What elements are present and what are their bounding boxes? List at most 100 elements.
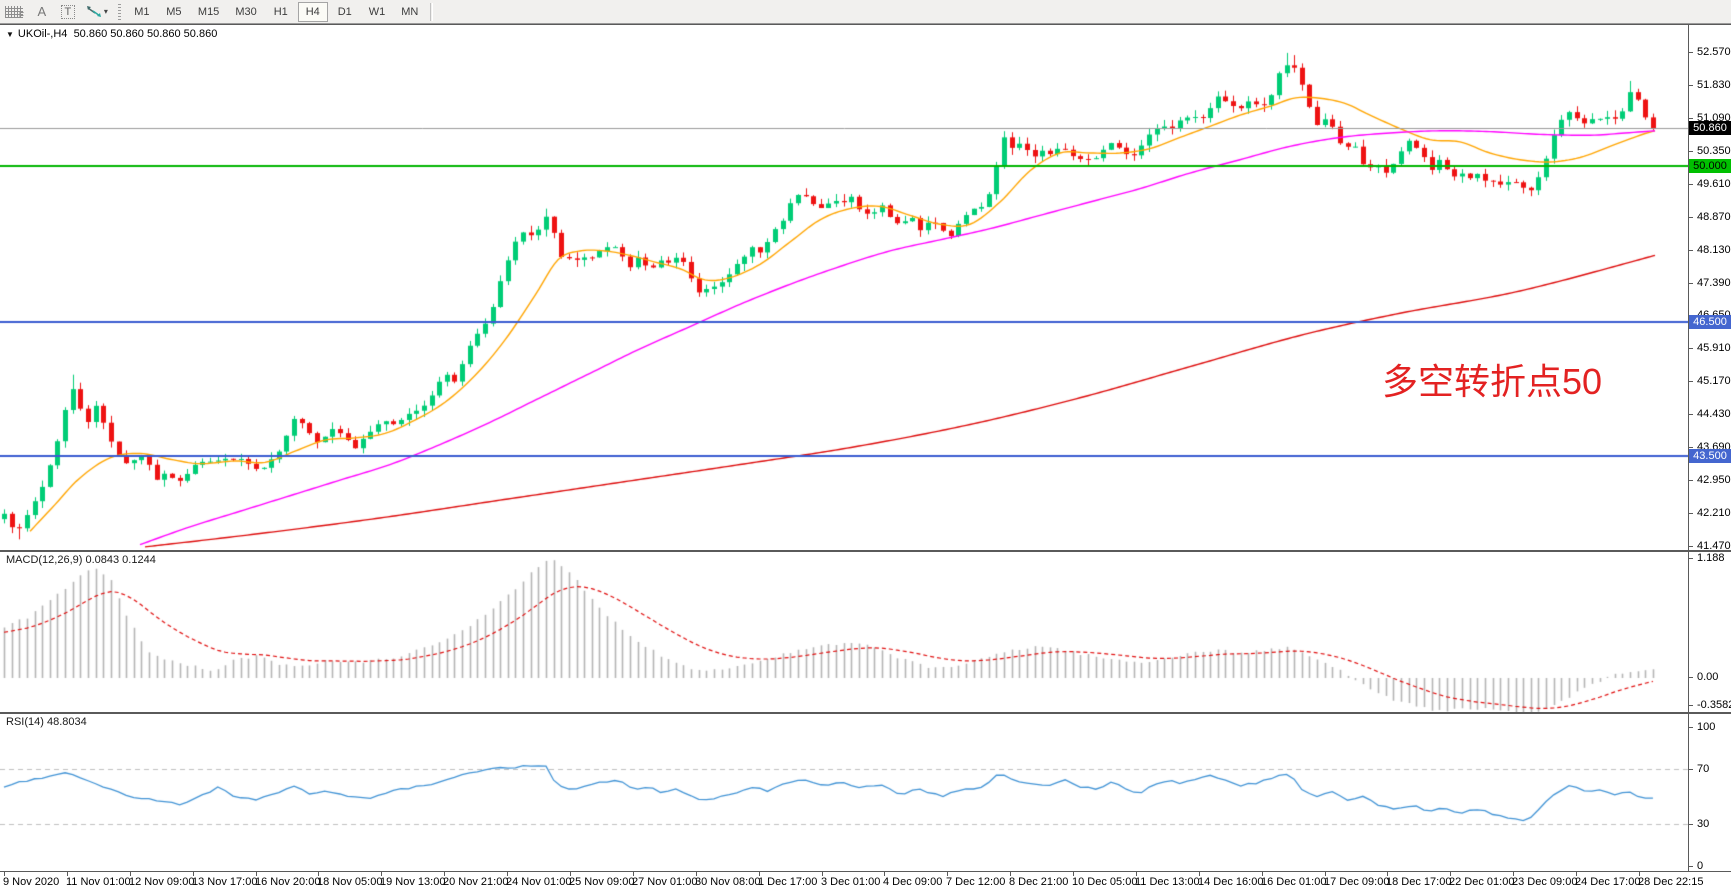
toolbar-separator (430, 2, 434, 21)
price-tick-label: 45.910 (1697, 342, 1731, 354)
time-axis-label: 24 Dec 17:00 (1575, 876, 1641, 888)
toolbar-grip[interactable] (117, 3, 121, 20)
timeframe-button-MN[interactable]: MN (401, 5, 419, 18)
price-tick-mark (1689, 414, 1693, 415)
time-tick-mark (1387, 872, 1388, 876)
macd-canvas[interactable] (0, 552, 1689, 712)
macd-tick-label: -0.3582 (1697, 699, 1731, 711)
price-tick-label: 52.570 (1697, 46, 1731, 58)
time-tick-mark (318, 872, 319, 876)
price-tick-mark (1689, 85, 1693, 86)
macd-tick-mark (1689, 705, 1693, 706)
chart-title: ▼ UKOil-,H4 50.860 50.860 50.860 50.860 (6, 28, 217, 40)
time-tick-mark (947, 872, 948, 876)
timeframe-button-M15[interactable]: M15 (197, 5, 220, 18)
time-tick-mark (4, 872, 5, 876)
price-tick-mark (1689, 151, 1693, 152)
time-axis-label: 22 Dec 01:00 (1449, 876, 1515, 888)
price-tick-mark (1689, 348, 1693, 349)
price-level-badge: 50.000 (1689, 159, 1731, 173)
timeframe-button-D1[interactable]: D1 (337, 5, 352, 18)
time-tick-mark (1513, 872, 1514, 876)
rsi-tick-mark (1689, 727, 1693, 728)
time-axis-label: 11 Nov 01:00 (66, 876, 131, 888)
timeframe-button-W1[interactable]: W1 (368, 5, 386, 18)
time-axis-label: 27 Nov 01:00 (632, 876, 698, 888)
time-axis-label: 1 Dec 17:00 (758, 876, 818, 888)
time-axis-label: 16 Dec 01:00 (1261, 876, 1327, 888)
time-tick-mark (759, 872, 760, 876)
timeframe-button-H4[interactable]: H4 (297, 1, 328, 22)
price-tick-label: 50.350 (1697, 145, 1731, 157)
text-box-tool-button[interactable]: T (56, 2, 80, 22)
rsi-tick-label: 70 (1697, 763, 1710, 775)
price-chart-canvas[interactable] (0, 25, 1689, 550)
timeframe-button-M30[interactable]: M30 (235, 5, 257, 18)
rsi-value: 48.8034 (46, 716, 87, 728)
rsi-tick-label: 0 (1697, 860, 1704, 872)
time-tick-mark (1639, 872, 1640, 876)
price-tick-label: 45.170 (1697, 375, 1731, 387)
text-label-tool-button[interactable]: A (37, 4, 47, 19)
arrow-objects-tool-button[interactable]: ▾ (82, 2, 112, 22)
price-tick-label: 48.870 (1697, 211, 1731, 223)
time-axis-label: 25 Nov 09:00 (569, 876, 635, 888)
time-axis-label: 28 Dec 22:15 (1638, 876, 1704, 888)
timeframe-button-H1[interactable]: H1 (273, 5, 288, 18)
chart-collapse-icon[interactable]: ▼ (6, 30, 14, 39)
price-tick-mark (1689, 217, 1693, 218)
text-box-icon: T (60, 4, 76, 19)
price-tick-label: 47.390 (1697, 277, 1731, 289)
timeframe-button-M5[interactable]: M5 (166, 5, 182, 18)
time-tick-mark (507, 872, 508, 876)
time-axis-label: 8 Dec 21:00 (1009, 876, 1069, 888)
price-tick-label: 51.830 (1697, 79, 1731, 91)
text-annotation[interactable]: 多空转折点50 (1382, 361, 1603, 402)
rsi-tick-label: 100 (1697, 721, 1716, 733)
timeframe-button-M1[interactable]: M1 (134, 5, 150, 18)
time-tick-mark (1136, 872, 1137, 876)
price-tick-mark (1689, 546, 1693, 547)
time-tick-mark (1262, 872, 1263, 876)
time-axis-label: 23 Dec 09:00 (1512, 876, 1578, 888)
price-chart-panel: ▼ UKOil-,H4 50.860 50.860 50.860 50.860 (0, 24, 1731, 551)
rsi-tick-label: 30 (1697, 818, 1710, 830)
rsi-panel: RSI(14) 48.8034 (0, 713, 1731, 872)
time-tick-mark (1010, 872, 1011, 876)
time-axis-label: 30 Nov 08:00 (695, 876, 761, 888)
macd-label: MACD(12,26,9) 0.0843 0.1244 (6, 554, 156, 566)
time-tick-mark (884, 872, 885, 876)
time-tick-mark (570, 872, 571, 876)
price-level-badge: 43.500 (1689, 449, 1731, 463)
time-axis-label: 17 Dec 09:00 (1324, 876, 1390, 888)
time-tick-mark (696, 872, 697, 876)
time-axis-label: 18 Dec 17:00 (1386, 876, 1452, 888)
price-tick-mark (1689, 447, 1693, 448)
rsi-canvas[interactable] (0, 714, 1689, 871)
timeframe-group: M1 M5 M15 M30 H1 H4 D1 W1 MN (126, 1, 426, 22)
time-axis-label: 18 Nov 05:00 (317, 876, 383, 888)
price-tick-mark (1689, 250, 1693, 251)
time-axis-label: 16 Nov 20:00 (255, 876, 321, 888)
price-level-badge: 50.860 (1689, 121, 1731, 135)
time-axis-label: 3 Dec 01:00 (821, 876, 881, 888)
macd-panel: MACD(12,26,9) 0.0843 0.1244 (0, 551, 1731, 713)
price-tick-label: 48.130 (1697, 244, 1731, 256)
price-tick-label: 42.950 (1697, 474, 1731, 486)
time-axis[interactable]: 9 Nov 2020 11 Nov 01:00 12 Nov 09:00 13 Nov… (0, 872, 1731, 893)
time-tick-mark (1576, 872, 1577, 876)
rsi-tick-mark (1689, 769, 1693, 770)
price-axis-line (1688, 24, 1689, 872)
time-axis-label: 19 Nov 13:00 (380, 876, 446, 888)
arrows-icon (86, 6, 101, 17)
price-tick-mark (1689, 52, 1693, 53)
time-axis-label: 14 Dec 16:00 (1198, 876, 1264, 888)
crosshair-grid-tool-button[interactable]: F (1, 2, 28, 22)
time-tick-mark (256, 872, 257, 876)
chart-symbol-label: UKOil-,H4 (17, 28, 68, 40)
time-axis-label: 12 Nov 09:00 (129, 876, 195, 888)
macd-tick-mark (1689, 677, 1693, 678)
rsi-label: RSI(14) 48.8034 (6, 716, 87, 728)
time-axis-label: 10 Dec 05:00 (1072, 876, 1138, 888)
macd-tick-label: 1.188 (1697, 552, 1725, 564)
